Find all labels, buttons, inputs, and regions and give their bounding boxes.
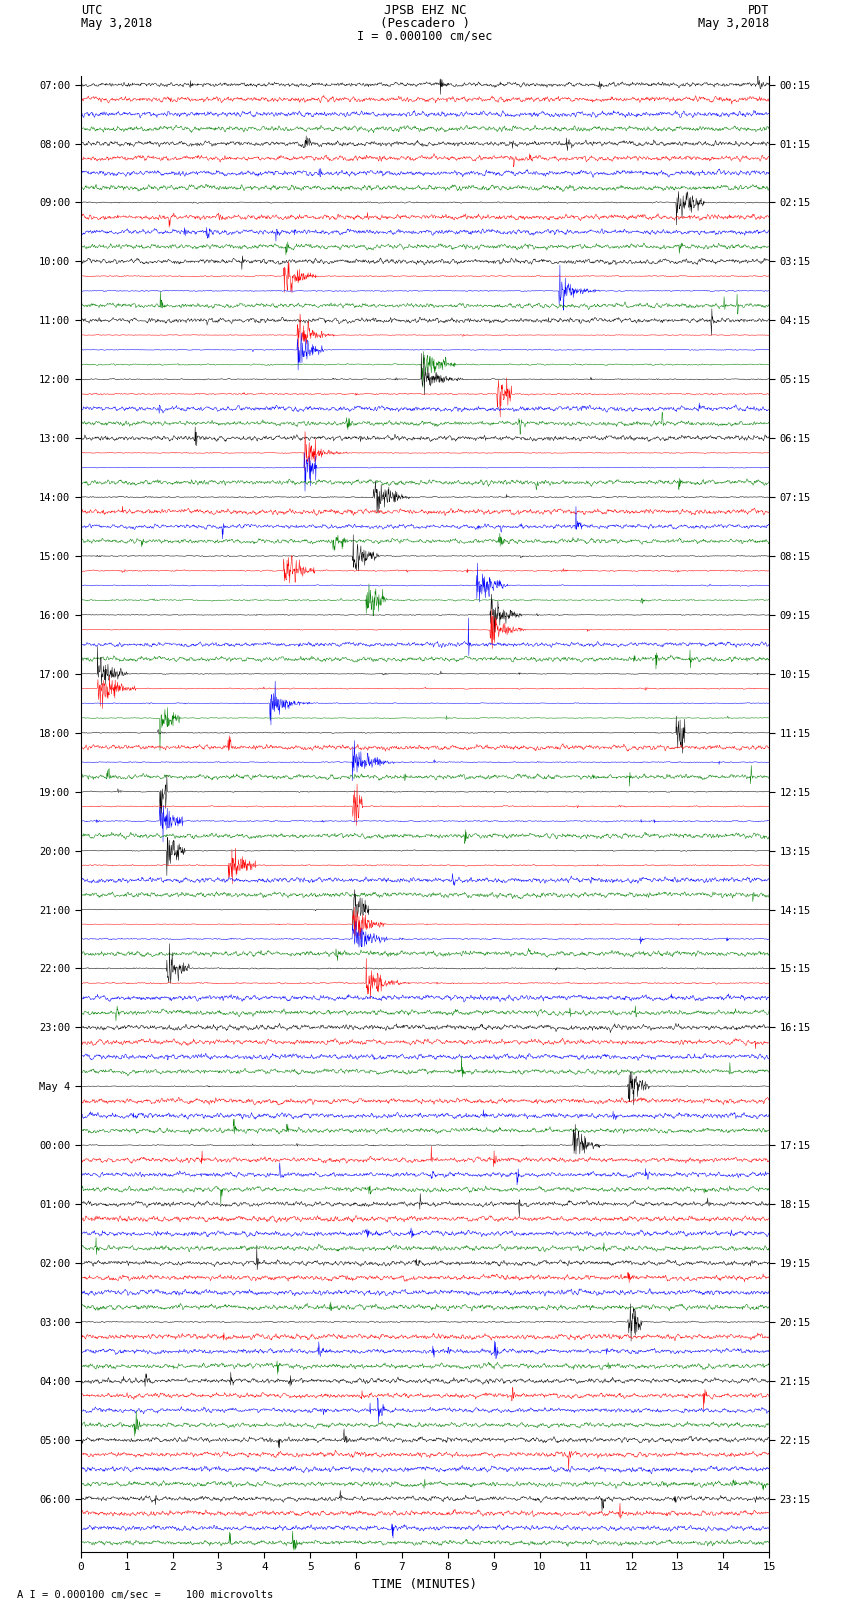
Text: A I = 0.000100 cm/sec =    100 microvolts: A I = 0.000100 cm/sec = 100 microvolts (17, 1590, 273, 1600)
Text: UTC: UTC (81, 5, 102, 18)
Text: I = 0.000100 cm/sec: I = 0.000100 cm/sec (357, 31, 493, 44)
Text: May 3,2018: May 3,2018 (698, 18, 769, 31)
Text: PDT: PDT (748, 5, 769, 18)
Text: May 3,2018: May 3,2018 (81, 18, 152, 31)
Text: (Pescadero ): (Pescadero ) (380, 18, 470, 31)
X-axis label: TIME (MINUTES): TIME (MINUTES) (372, 1578, 478, 1590)
Text: JPSB EHZ NC: JPSB EHZ NC (383, 5, 467, 18)
